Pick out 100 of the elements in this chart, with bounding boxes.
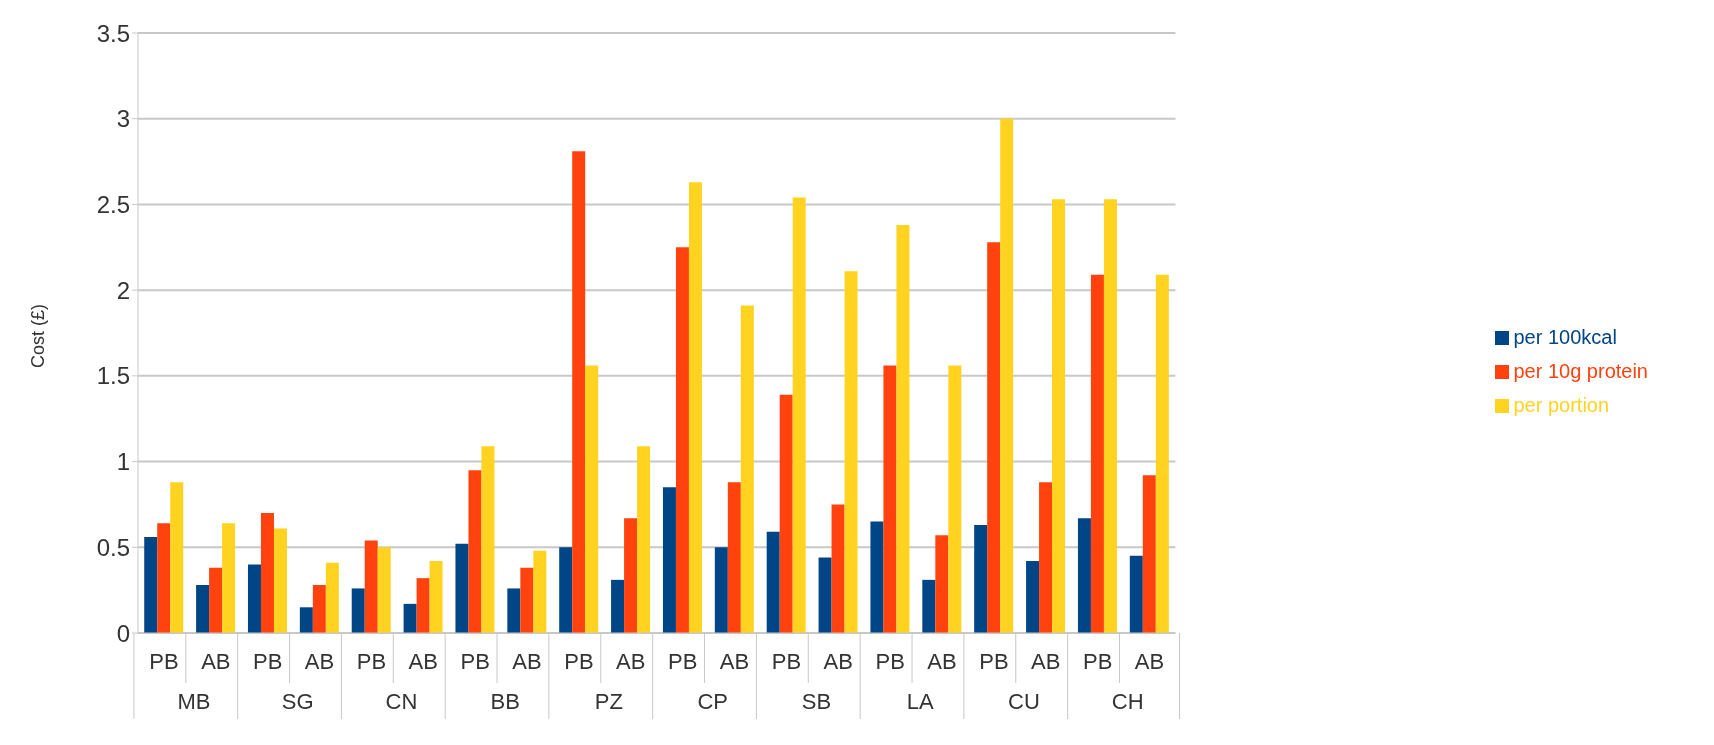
bar xyxy=(1077,518,1091,633)
bar xyxy=(533,550,547,633)
bar xyxy=(844,271,858,633)
bar xyxy=(948,365,962,633)
y-axis-title: Cost (£) xyxy=(28,303,49,368)
y-tick-label: 0 xyxy=(116,619,130,647)
text: MB xyxy=(177,689,211,714)
bar xyxy=(572,151,586,633)
text: BB xyxy=(490,689,520,714)
bar xyxy=(144,537,158,633)
text: SG xyxy=(281,689,314,714)
text: CN xyxy=(385,689,418,714)
bar xyxy=(1142,475,1156,633)
x-tick-label: AB xyxy=(719,649,750,674)
x-tick-label: AB xyxy=(823,649,853,674)
bar xyxy=(714,547,728,633)
bar xyxy=(1103,199,1117,633)
bar xyxy=(273,528,287,633)
bar xyxy=(364,540,378,633)
bar xyxy=(1090,274,1104,633)
bar xyxy=(1000,118,1014,633)
bar xyxy=(260,513,274,633)
x-tick-label: PB xyxy=(253,649,283,674)
bar xyxy=(222,523,236,633)
x-tick-label: AB xyxy=(408,649,438,674)
bar xyxy=(740,305,754,633)
text: LA xyxy=(906,689,934,714)
bar xyxy=(507,588,521,633)
bar xyxy=(883,365,897,633)
bar xyxy=(766,531,780,633)
bar xyxy=(870,521,884,633)
x-tick-label: PB xyxy=(771,649,802,674)
legend-label: per 10g protein xyxy=(1513,359,1648,382)
bar xyxy=(299,607,313,633)
bar xyxy=(896,225,910,633)
x-tick-label: PB xyxy=(460,649,490,674)
text: PZ xyxy=(594,689,623,714)
bar xyxy=(481,446,495,633)
bar xyxy=(585,365,599,633)
y-tick-label: 3.5 xyxy=(96,19,130,47)
bar xyxy=(688,182,702,633)
bar xyxy=(1129,555,1143,633)
bar xyxy=(974,525,988,633)
x-tick-label: AB xyxy=(304,649,335,674)
bar xyxy=(416,578,430,633)
x-tick-label: AB xyxy=(616,649,646,674)
bar xyxy=(1155,274,1169,633)
x-tick-label: PB xyxy=(149,649,179,674)
text: CH xyxy=(1111,689,1144,714)
bar xyxy=(455,543,469,633)
bar xyxy=(170,482,184,633)
bar xyxy=(818,557,832,633)
bar xyxy=(662,487,676,633)
x-tick-label: PB xyxy=(667,649,698,674)
x-tick-label: AB xyxy=(201,649,231,674)
bar xyxy=(922,579,936,633)
x-tick-label: AB xyxy=(927,649,957,674)
bar xyxy=(403,603,417,633)
bar xyxy=(779,394,793,633)
legend-label: per portion xyxy=(1513,393,1610,416)
x-tick-label: AB xyxy=(1031,649,1061,674)
bar xyxy=(831,504,845,633)
y-tick-label: 2 xyxy=(116,276,130,304)
bar xyxy=(559,547,573,633)
bar xyxy=(468,470,482,633)
bar xyxy=(727,482,741,633)
x-tick-label: PB xyxy=(1082,649,1113,674)
y-tick-label: 0.5 xyxy=(96,533,130,561)
bar xyxy=(935,535,949,633)
x-tick-label: PB xyxy=(356,649,387,674)
bar xyxy=(520,567,534,633)
y-tick-label: 2.5 xyxy=(96,190,130,218)
bar xyxy=(1052,199,1066,633)
y-tick-label: 1 xyxy=(116,448,130,476)
bar xyxy=(209,567,223,633)
bar xyxy=(611,579,625,633)
legend-label: per 100kcal xyxy=(1513,325,1617,348)
text: CP xyxy=(697,689,728,714)
y-tick-label: 3 xyxy=(116,105,130,133)
bar xyxy=(637,446,651,633)
bar xyxy=(675,247,689,633)
bar xyxy=(157,523,171,633)
x-tick-label: PB xyxy=(979,649,1009,674)
bar xyxy=(429,561,443,633)
y-tick-label: 1.5 xyxy=(96,362,130,390)
bar xyxy=(1039,482,1053,633)
bar xyxy=(247,564,261,633)
bar xyxy=(1026,561,1040,633)
bar xyxy=(196,585,210,633)
text: SB xyxy=(801,689,832,714)
text: CU xyxy=(1008,689,1040,714)
x-tick-label: AB xyxy=(512,649,542,674)
bar xyxy=(624,518,638,633)
bar xyxy=(312,585,326,633)
x-tick-label: PB xyxy=(875,649,905,674)
x-tick-label: AB xyxy=(1134,649,1165,674)
x-tick-label: PB xyxy=(564,649,594,674)
bar xyxy=(987,242,1001,633)
bar xyxy=(325,562,339,633)
bar xyxy=(351,588,365,633)
